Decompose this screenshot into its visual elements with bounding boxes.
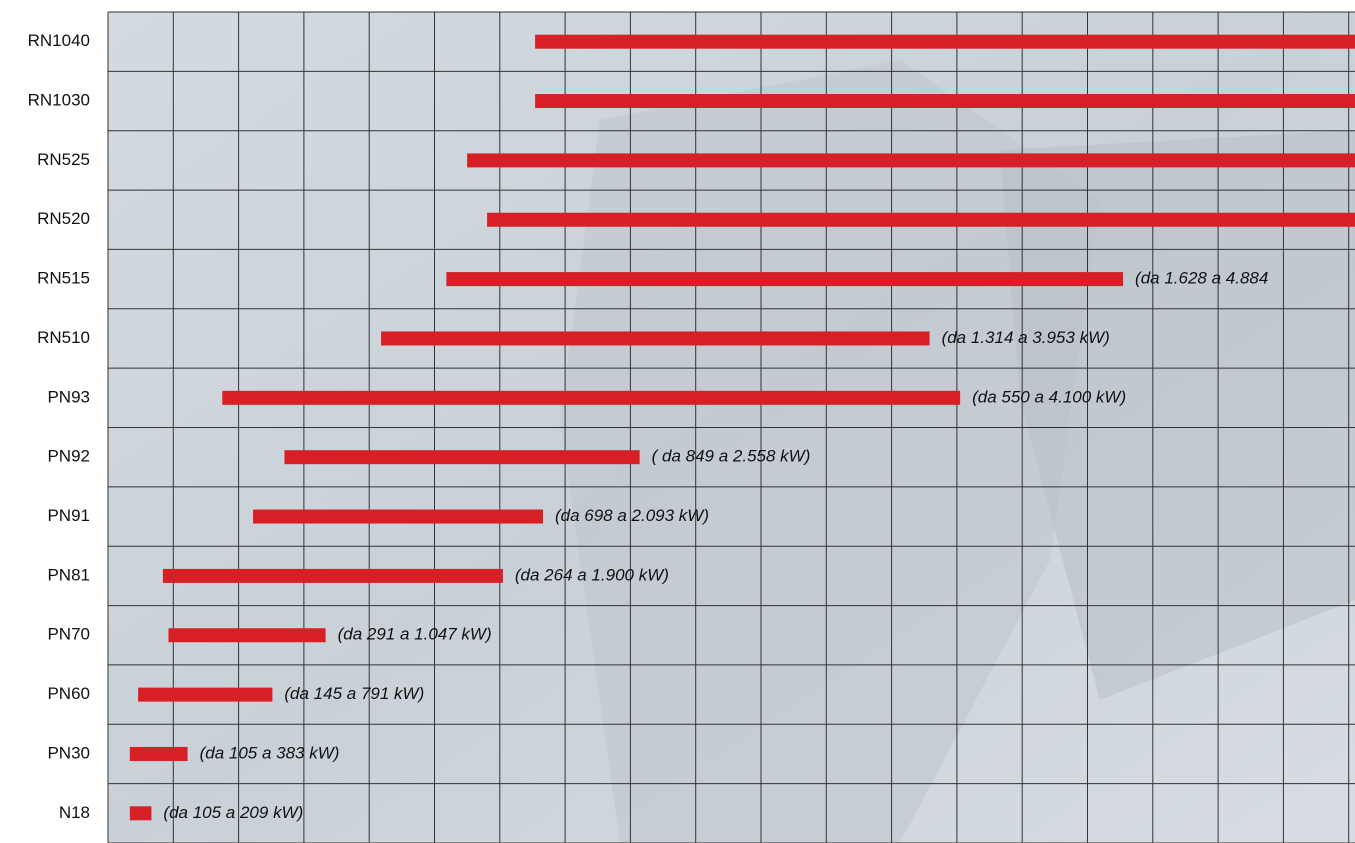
value-label: (da 550 a 4.100 kW) xyxy=(972,387,1126,406)
category-label: RN515 xyxy=(37,269,90,288)
bar xyxy=(129,746,188,761)
bar xyxy=(487,212,1355,227)
category-label: PN30 xyxy=(47,743,90,762)
category-label: N18 xyxy=(59,803,90,822)
category-label: RN510 xyxy=(37,328,90,347)
category-label: RN520 xyxy=(37,209,90,228)
value-label: (da 145 a 791 kW) xyxy=(284,684,424,703)
category-label: PN81 xyxy=(47,565,90,584)
bar xyxy=(467,153,1355,168)
grid xyxy=(107,11,1355,843)
value-label: (da 291 a 1.047 kW) xyxy=(338,625,492,644)
value-label: (da 698 a 2.093 kW) xyxy=(555,506,709,525)
category-label: RN1030 xyxy=(28,91,90,110)
bar xyxy=(129,806,152,821)
value-label: (da 264 a 1.900 kW) xyxy=(515,565,669,584)
bars xyxy=(129,34,1355,821)
category-label: PN60 xyxy=(47,684,90,703)
bar xyxy=(162,568,503,583)
category-label: PN92 xyxy=(47,447,90,466)
value-label: (da 1.628 a 4.884 xyxy=(1135,269,1268,288)
category-label: PN91 xyxy=(47,506,90,525)
labels: RN1040 RN1030 RN525 RN520 RN515 (da 1.628 a 4… xyxy=(28,31,1269,822)
bar xyxy=(535,94,1355,109)
category-label: PN93 xyxy=(47,387,90,406)
value-label: ( da 849 a 2.558 kW) xyxy=(652,447,811,466)
bar xyxy=(138,687,273,702)
bar xyxy=(446,272,1124,287)
value-label: (da 105 a 383 kW) xyxy=(200,743,340,762)
bar xyxy=(168,628,326,643)
bar xyxy=(284,450,640,465)
bar xyxy=(535,34,1355,49)
bar xyxy=(222,390,961,405)
value-label: (da 105 a 209 kW) xyxy=(163,803,303,822)
category-label: RN525 xyxy=(37,150,90,169)
background-photo xyxy=(560,60,1100,843)
category-label: RN1040 xyxy=(28,31,90,50)
value-label: (da 1.314 a 3.953 kW) xyxy=(942,328,1110,347)
category-label: PN70 xyxy=(47,625,90,644)
bar xyxy=(381,331,930,346)
bar xyxy=(253,509,543,524)
